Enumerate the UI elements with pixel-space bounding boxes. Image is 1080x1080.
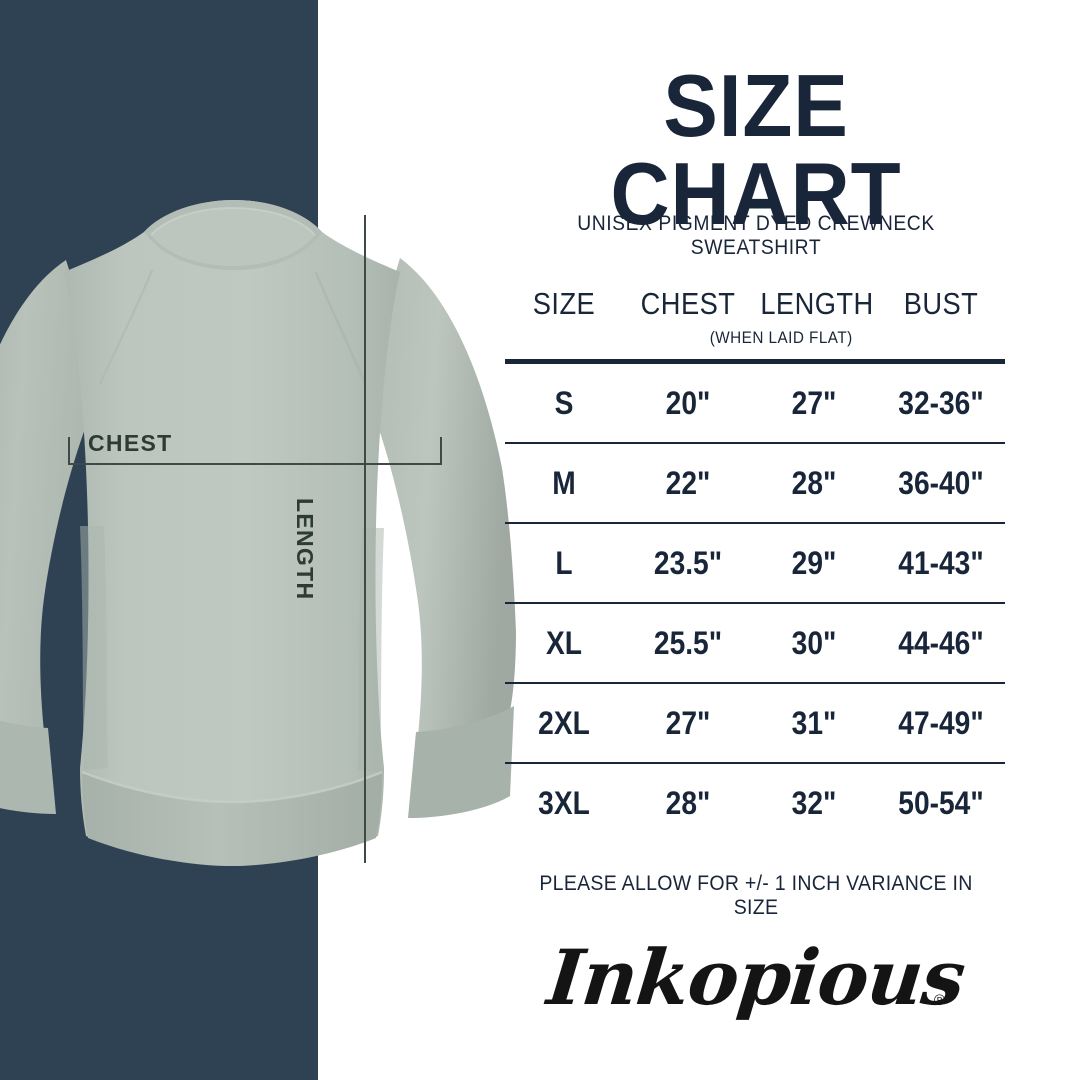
table-header-row: SIZE CHEST LENGTH BUST [505, 283, 1007, 325]
table-row: S 20" 27" 32-36" [505, 364, 1007, 442]
cell-length: 27" [791, 384, 837, 421]
table-row: 3XL 28" 32" 50-54" [505, 764, 1007, 842]
crewneck-sweatshirt-icon [0, 200, 516, 866]
cell-size: 3XL [538, 784, 590, 821]
cell-bust: 47-49" [898, 704, 984, 741]
table-row: XL 25.5" 30" 44-46" [505, 604, 1007, 682]
row-divider [505, 682, 1005, 684]
table-row: 2XL 27" 31" 47-49" [505, 684, 1007, 762]
cell-length: 28" [791, 464, 837, 501]
cell-size: M [552, 464, 576, 501]
cell-chest: 25.5" [653, 624, 723, 661]
row-divider [505, 762, 1005, 764]
cell-bust: 32-36" [898, 384, 984, 421]
garment-illustration: CHEST LENGTH [0, 200, 516, 866]
registered-trademark-icon: ® [933, 992, 945, 1009]
column-header-chest: CHEST [640, 286, 736, 321]
size-table: SIZE CHEST LENGTH BUST (WHEN LAID FLAT) … [505, 283, 1007, 842]
row-divider [505, 602, 1005, 604]
cell-size: XL [546, 624, 582, 661]
cell-length: 31" [791, 704, 837, 741]
cell-bust: 36-40" [898, 464, 984, 501]
cell-length: 32" [791, 784, 837, 821]
page-subtitle: UNISEX PIGMENT DYED CREWNECK SWEATSHIRT [577, 212, 935, 259]
page-title: SIZE CHART [610, 56, 902, 243]
column-header-bust: BUST [903, 286, 979, 321]
cell-bust: 50-54" [898, 784, 984, 821]
cell-bust: 44-46" [898, 624, 984, 661]
cell-size: S [554, 384, 574, 421]
cell-size: 2XL [538, 704, 590, 741]
cell-length: 30" [791, 624, 837, 661]
cell-chest: 23.5" [653, 544, 723, 581]
column-header-size: SIZE [532, 286, 596, 321]
cell-chest: 20" [665, 384, 711, 421]
cell-chest: 27" [665, 704, 711, 741]
cell-size: L [555, 544, 573, 581]
cell-bust: 41-43" [898, 544, 984, 581]
row-divider [505, 442, 1005, 444]
brand-wordmark: Inkopious [543, 933, 969, 1022]
table-row: M 22" 28" 36-40" [505, 444, 1007, 522]
brand-logo: Inkopious ® [505, 918, 1007, 1048]
chart-content-column: SIZE CHART UNISEX PIGMENT DYED CREWNECK … [505, 0, 1007, 1080]
row-divider [505, 522, 1005, 524]
cell-chest: 28" [665, 784, 711, 821]
cell-length: 29" [791, 544, 837, 581]
column-header-length: LENGTH [760, 286, 874, 321]
cell-chest: 22" [665, 464, 711, 501]
variance-note: PLEASE ALLOW FOR +/- 1 INCH VARIANCE IN … [539, 872, 973, 919]
column-note: (WHEN LAID FLAT) [709, 328, 853, 347]
header-divider [505, 359, 1005, 364]
table-row: L 23.5" 29" 41-43" [505, 524, 1007, 602]
